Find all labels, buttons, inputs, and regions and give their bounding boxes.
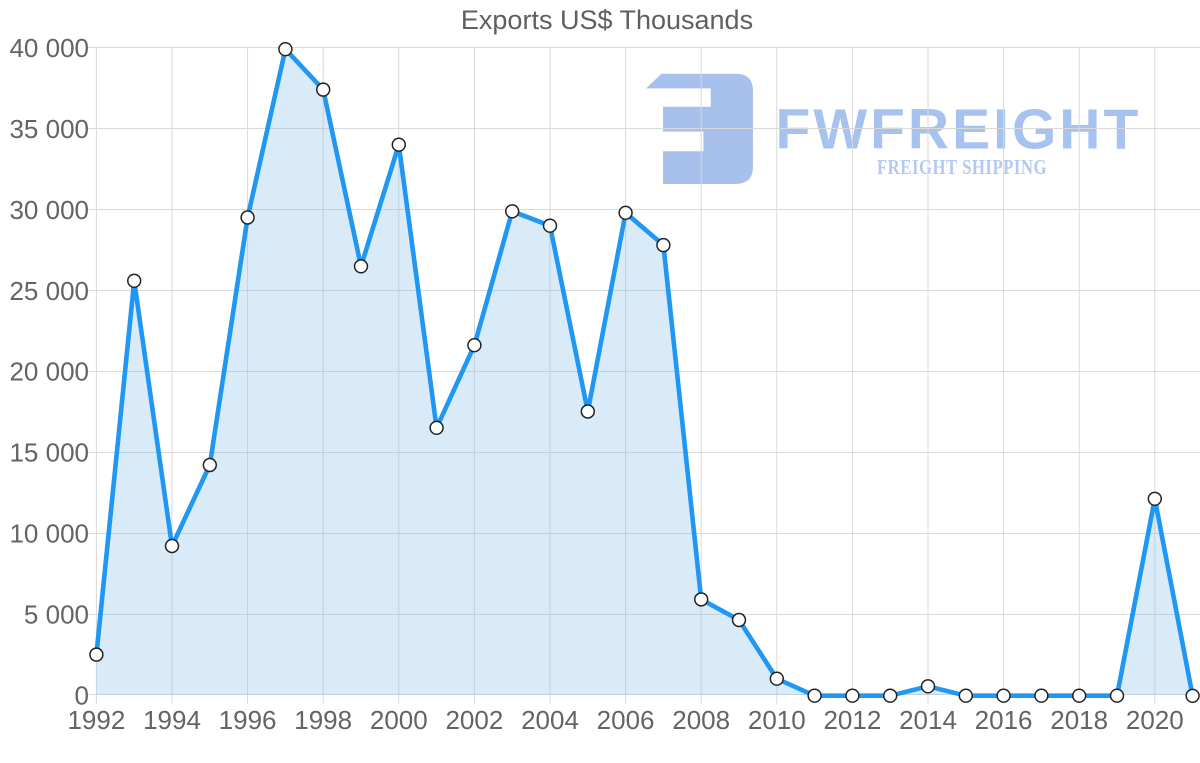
- svg-text:2004: 2004: [521, 705, 579, 735]
- svg-text:FREIGHT SHIPPING: FREIGHT SHIPPING: [877, 156, 1047, 179]
- svg-text:2018: 2018: [1050, 705, 1108, 735]
- svg-text:1998: 1998: [294, 705, 352, 735]
- svg-text:15 000: 15 000: [9, 438, 89, 468]
- svg-text:2000: 2000: [370, 705, 428, 735]
- svg-text:40 000: 40 000: [9, 33, 89, 63]
- svg-text:5 000: 5 000: [24, 599, 89, 629]
- svg-text:1996: 1996: [219, 705, 277, 735]
- svg-text:2020: 2020: [1126, 705, 1184, 735]
- svg-text:20 000: 20 000: [9, 357, 89, 387]
- svg-text:0: 0: [75, 680, 89, 710]
- svg-text:1994: 1994: [143, 705, 201, 735]
- svg-text:2002: 2002: [445, 705, 503, 735]
- svg-text:25 000: 25 000: [9, 276, 89, 306]
- svg-text:FWFREIGHT: FWFREIGHT: [776, 98, 1142, 162]
- svg-text:30 000: 30 000: [9, 195, 89, 225]
- svg-text:2012: 2012: [823, 705, 881, 735]
- svg-text:2010: 2010: [748, 705, 806, 735]
- svg-text:10 000: 10 000: [9, 519, 89, 549]
- svg-text:1992: 1992: [67, 705, 125, 735]
- svg-text:35 000: 35 000: [9, 114, 89, 144]
- svg-text:2016: 2016: [975, 705, 1033, 735]
- svg-text:Exports US$ Thousands: Exports US$ Thousands: [461, 5, 753, 35]
- svg-text:2014: 2014: [899, 705, 957, 735]
- svg-text:2008: 2008: [672, 705, 730, 735]
- svg-text:2006: 2006: [597, 705, 655, 735]
